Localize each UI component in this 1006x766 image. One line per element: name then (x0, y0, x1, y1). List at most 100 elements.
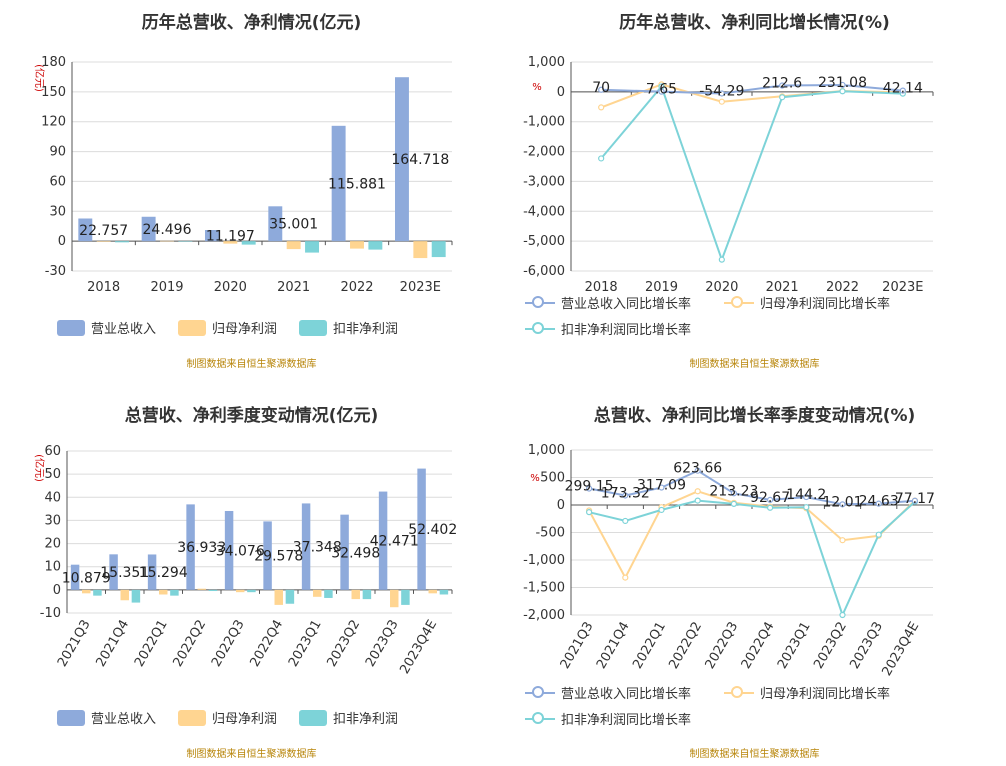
bar (274, 589, 283, 605)
bar (285, 589, 295, 604)
x-tick-label: 2023Q2 (324, 618, 363, 670)
data-label: 15.294 (139, 565, 188, 581)
data-point (598, 86, 605, 93)
data-source: 制图数据来自恒生聚源数据库 (186, 359, 317, 370)
bar (141, 216, 156, 242)
legend-item-deduct-profit[interactable]: 扣非净利润 (299, 318, 398, 337)
bar (159, 589, 168, 595)
legend-swatch (525, 685, 555, 700)
legend-item-revenue-growth[interactable]: 营业总收入同比增长率 (525, 683, 691, 702)
legend-label: 扣非净利润 (333, 322, 399, 337)
bar (197, 588, 206, 590)
bar (93, 589, 102, 596)
x-tick-label: 2019 (150, 280, 183, 295)
legend-swatch (57, 709, 85, 726)
data-source: 制图数据来自恒生聚源数据库 (689, 359, 820, 370)
data-label: 115.881 (328, 176, 386, 192)
data-label: 52.402 (408, 522, 457, 538)
data-point (767, 504, 774, 511)
x-tick-label: 2023Q4E (397, 618, 440, 677)
data-point (694, 467, 701, 474)
bar (413, 241, 428, 259)
x-tick-label: 2023Q1 (286, 618, 325, 670)
data-label: 92.67 (750, 490, 790, 506)
data-label: 29.578 (254, 549, 303, 565)
data-point (767, 496, 774, 504)
y-tick-label: 60 (44, 444, 61, 459)
bar (208, 589, 218, 592)
legend-item-deduct-profit[interactable]: 扣非净利润 (299, 708, 398, 727)
x-tick-label: 2021Q4 (93, 618, 132, 670)
series-line (601, 83, 903, 95)
bar (324, 589, 333, 598)
x-tick-label: 2022Q4 (247, 618, 286, 670)
legend-swatch (525, 295, 555, 310)
bar (362, 589, 372, 600)
data-label: 24.496 (143, 222, 192, 238)
bar (390, 589, 399, 608)
data-label: 70 (592, 80, 610, 96)
legend-item-revenue-growth[interactable]: 营业总收入同比增长率 (525, 293, 691, 312)
series-line (600, 84, 903, 263)
x-tick-label: 2019 (645, 280, 678, 295)
bar (109, 554, 118, 590)
bar (378, 491, 388, 590)
legend-item-net-growth[interactable]: 归母净利润同比增长率 (724, 293, 890, 312)
legend-item-net-profit[interactable]: 归母净利润 (178, 708, 277, 727)
legend-item-deduct-growth[interactable]: 扣非净利润同比增长率 (525, 709, 691, 728)
x-tick-label: 2022Q1 (132, 618, 171, 670)
data-point (694, 488, 701, 495)
data-point (803, 493, 810, 501)
bar (178, 241, 193, 242)
legend-item-revenue[interactable]: 营业总收入 (57, 318, 156, 337)
y-tick-label: 0 (557, 85, 565, 100)
data-label: 144.2 (786, 487, 826, 503)
y-tick-label: 0 (557, 498, 565, 513)
data-label: 623.66 (673, 461, 722, 477)
quarter-growth-chart: %-2,000-1,500-1,000-50005001,0002021Q320… (523, 443, 935, 679)
data-point (779, 82, 786, 89)
data-point (718, 256, 725, 263)
y-tick-label: 20 (44, 537, 61, 552)
y-tick-label: 10 (44, 560, 61, 575)
x-tick-label: 2023Q1 (775, 620, 814, 672)
bar (160, 240, 174, 242)
data-point (875, 531, 882, 538)
bar (263, 521, 272, 590)
data-point (718, 90, 725, 97)
y-tick-label: -5,000 (523, 234, 565, 249)
x-tick-label: 2022Q2 (170, 618, 209, 670)
bar (286, 241, 301, 250)
bar (115, 241, 129, 243)
data-point (622, 517, 629, 525)
y-unit-label: (亿元) (33, 64, 46, 92)
x-tick-label: 2022Q1 (630, 620, 669, 672)
chart-legend: 营业总收入同比增长率 归母净利润同比增长率 扣非净利润同比增长率 (503, 293, 1006, 341)
y-tick-label: 30 (44, 513, 61, 528)
legend-item-revenue[interactable]: 营业总收入 (57, 708, 156, 727)
y-tick-label: 1,000 (528, 55, 565, 70)
legend-item-net-growth[interactable]: 归母净利润同比增长率 (724, 683, 890, 702)
chart-title: 总营收、净利同比增长率季度变动情况(%) (593, 406, 916, 426)
annual-value-panel: 历年总营收、净利情况(亿元) (亿元) -30 0 30 60 90 120 150 180 20… (0, 0, 503, 383)
data-label: 37.348 (293, 540, 342, 556)
legend-item-net-profit[interactable]: 归母净利润 (178, 318, 277, 337)
y-tick-label: 60 (49, 174, 66, 189)
bar (224, 510, 234, 590)
x-tick-label: 2021Q3 (55, 618, 94, 670)
x-tick-label: 2021 (277, 280, 310, 295)
data-label: 164.718 (391, 152, 449, 168)
bar (439, 589, 449, 595)
annual-growth-chart: % -6,000 -5,000 -4,000 -3,000 -2,000 -1,000 0 1,… (523, 55, 934, 295)
data-point (718, 98, 725, 105)
bar (170, 589, 179, 596)
y-tick-label: 150 (41, 85, 66, 100)
bar (82, 589, 91, 594)
legend-swatch (57, 319, 85, 336)
legend-item-deduct-growth[interactable]: 扣非净利润同比增长率 (525, 319, 691, 338)
data-label: -54.29 (699, 83, 744, 99)
bar (417, 468, 426, 590)
data-point (658, 484, 665, 491)
bar (268, 206, 283, 242)
